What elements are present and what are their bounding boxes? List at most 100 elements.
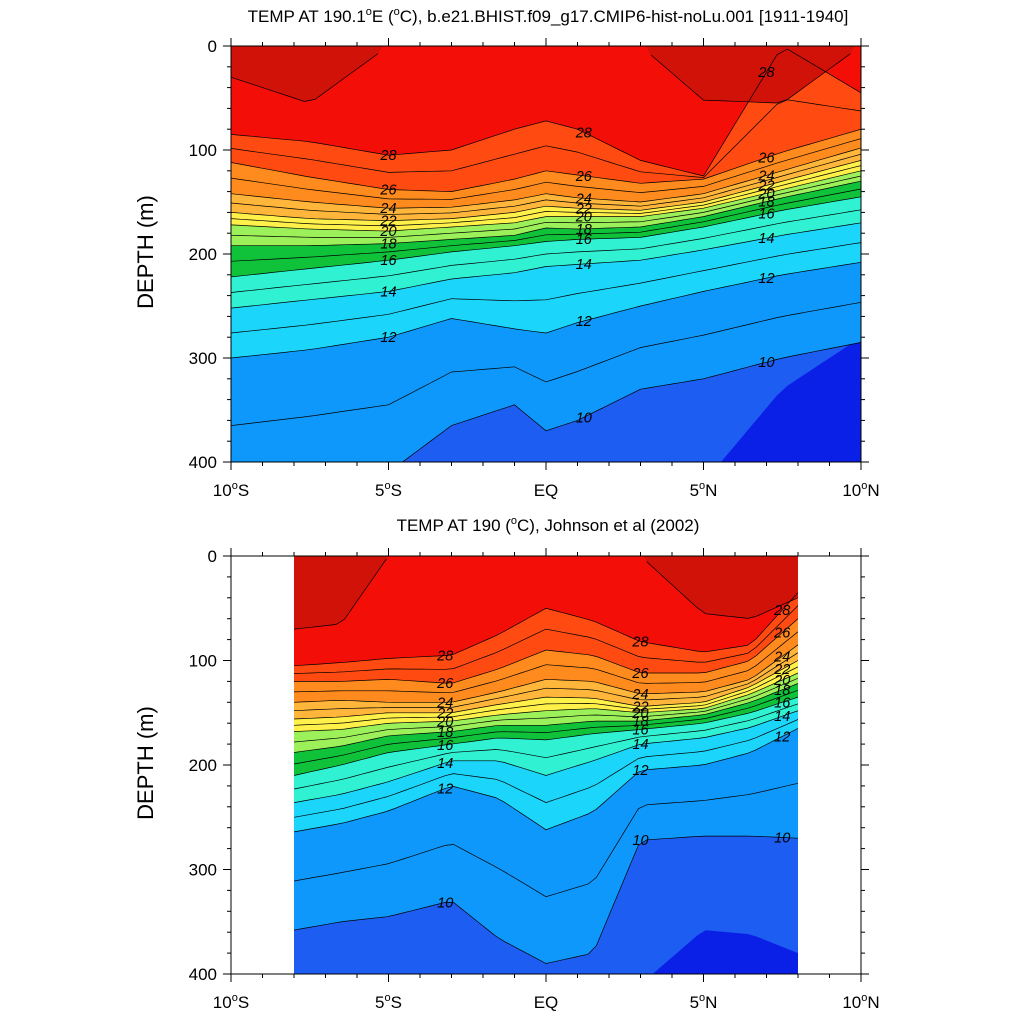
x-tick-label: 5oS: [375, 480, 402, 500]
isotherm-line: [294, 660, 798, 720]
contour-label: 10: [632, 833, 648, 849]
contour-labels: 2826242220181614122826242220181614121028…: [379, 65, 775, 426]
contour-label: 12: [632, 763, 648, 779]
contour-label: 20: [773, 673, 790, 689]
isotherm-line: [231, 261, 861, 359]
isotherm-line: [294, 605, 798, 674]
contour-label: 24: [436, 695, 453, 711]
isotherm-line: [294, 631, 798, 694]
contour-label: 10: [774, 830, 790, 846]
isotherm-line: [231, 170, 861, 232]
contour-label: 14: [774, 709, 790, 725]
contour-label: 16: [774, 695, 791, 711]
contour-label: 16: [380, 253, 397, 269]
isotherm-line: [650, 53, 851, 104]
axes: 0 100 200 300 400 10oS 5oS EQ 5oN 10oN: [189, 547, 880, 1012]
contour-lines: [294, 558, 798, 964]
isotherm-line: [294, 728, 798, 833]
contour-label: 26: [757, 150, 775, 166]
contour-label: 16: [437, 738, 454, 754]
contour-label: 20: [436, 714, 453, 730]
contour-label: 18: [774, 683, 790, 699]
contour-label: 20: [631, 706, 648, 722]
contour-label: 16: [758, 207, 775, 223]
contour-label: 20: [379, 224, 396, 240]
isotherm-line: [294, 835, 798, 964]
x-tick-label: 10oN: [842, 992, 879, 1012]
y-axis-label: DEPTH (m): [133, 195, 158, 309]
isotherm-line: [231, 222, 861, 309]
isotherm-line: [294, 618, 798, 684]
contour-label: 18: [758, 195, 774, 211]
isotherm-line: [294, 592, 798, 667]
x-tick-label: 5oS: [375, 992, 402, 1012]
contour-label: 10: [576, 410, 592, 426]
contour-label: 12: [758, 271, 774, 287]
contour-label: 24: [631, 687, 648, 703]
isotherm-line: [294, 710, 798, 803]
contour-lines: [231, 48, 861, 462]
contour-label: 14: [632, 737, 648, 753]
contour-labels: 2826242220181614121028262422201816141210…: [436, 603, 791, 911]
isotherm-line: [294, 652, 798, 712]
y-axis-label: DEPTH (m): [133, 706, 158, 820]
isotherm-line: [294, 666, 798, 726]
isotherm-line: [231, 153, 861, 215]
contour-label: 22: [757, 178, 774, 194]
contour-label: 26: [436, 676, 454, 692]
contour-label: 18: [632, 714, 648, 730]
isotherm-line: [231, 196, 861, 278]
panel-model: TEMP AT 190.1oE (oC), b.e21.BHIST.f09_g1…: [133, 6, 880, 500]
isotherm-line: [231, 99, 861, 178]
contour-label: 16: [576, 232, 593, 248]
isotherm-line: [294, 672, 798, 732]
contour-label: 28: [631, 635, 648, 651]
y-tick-label: 300: [189, 349, 217, 368]
contour-label: 26: [631, 666, 649, 682]
panel-title: TEMP AT 190 (oC), Johnson et al (2002): [397, 515, 700, 535]
isotherm-line: [231, 147, 861, 209]
isotherm-line: [231, 209, 861, 293]
y-tick-label: 300: [189, 861, 217, 880]
isotherm-line: [294, 719, 798, 818]
x-tick-label: 5oN: [690, 992, 718, 1012]
contour-label: 26: [379, 183, 397, 199]
isotherm-line: [231, 165, 861, 227]
contour-label: 14: [380, 284, 396, 300]
contour-label: 12: [380, 330, 396, 346]
isotherm-line: [294, 689, 798, 765]
band-t29: [294, 556, 798, 630]
isotherm-line: [231, 302, 861, 426]
isotherm-line: [231, 188, 861, 262]
y-tick-label: 200: [189, 245, 217, 264]
isotherm-line: [231, 128, 861, 192]
contour-label: 20: [575, 210, 592, 226]
contour-label: 16: [632, 722, 649, 738]
contour-label: 24: [379, 201, 396, 217]
isotherm-line: [231, 175, 861, 238]
contour-label: 14: [437, 756, 453, 772]
contour-label: 26: [575, 169, 593, 185]
x-tick-label: EQ: [534, 993, 559, 1012]
contour-label: 22: [575, 201, 592, 217]
contour-label: 28: [757, 65, 774, 81]
axes: 0 100 200 300 400 10oS 5oS EQ 5oN 10oN: [189, 37, 880, 500]
contour-label: 12: [774, 729, 790, 745]
x-tick-label: EQ: [534, 481, 559, 500]
contour-fills: [294, 556, 798, 974]
contour-label: 12: [437, 781, 453, 797]
y-tick-label: 0: [208, 37, 217, 56]
x-tick-label: 5oN: [690, 480, 718, 500]
isotherm-line: [294, 696, 798, 776]
isotherm-line: [646, 561, 798, 619]
isotherm-line: [231, 138, 861, 200]
contour-label: 22: [436, 706, 453, 722]
contour-label: 18: [380, 237, 396, 253]
contour-label: 12: [576, 314, 592, 330]
panel-title: TEMP AT 190.1oE (oC), b.e21.BHIST.f09_g1…: [248, 6, 849, 26]
contour-label: 26: [773, 626, 791, 642]
contour-label: 18: [576, 222, 592, 238]
contour-label: 24: [575, 191, 592, 207]
